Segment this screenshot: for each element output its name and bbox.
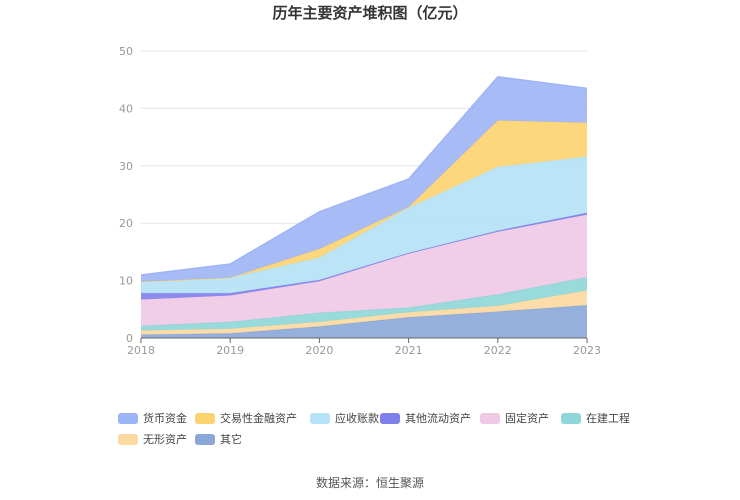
data-source-note: 数据来源：恒生聚源 xyxy=(315,476,424,490)
legend-swatch xyxy=(195,433,215,445)
y-tick-label: 30 xyxy=(119,160,133,173)
legend-item[interactable]: 应收账款 xyxy=(310,410,379,426)
x-tick-label: 2023 xyxy=(573,344,601,357)
series-line-货币资金 xyxy=(140,76,588,276)
legend-swatch xyxy=(118,412,138,424)
y-tick-label: 10 xyxy=(119,275,133,288)
legend-swatch xyxy=(195,412,215,424)
legend-item[interactable]: 交易性金融资产 xyxy=(195,410,297,426)
legend-item[interactable]: 其它 xyxy=(195,431,242,447)
legend-label: 其他流动资产 xyxy=(405,412,471,425)
chart-title: 历年主要资产堆积图（亿元） xyxy=(272,4,468,22)
legend-label: 交易性金融资产 xyxy=(220,412,297,425)
y-tick-label: 50 xyxy=(119,45,133,58)
y-tick-label: 20 xyxy=(119,217,133,230)
legend-swatch xyxy=(380,412,400,424)
x-tick-label: 2019 xyxy=(216,344,244,357)
legend-item[interactable]: 固定资产 xyxy=(480,410,549,426)
x-tick-label: 2021 xyxy=(395,344,423,357)
legend-item[interactable]: 无形资产 xyxy=(118,431,187,447)
legend-item[interactable]: 其他流动资产 xyxy=(380,410,471,426)
x-tick-label: 2018 xyxy=(127,344,155,357)
legend-item[interactable]: 在建工程 xyxy=(561,410,630,426)
legend-swatch xyxy=(561,412,581,424)
area-series-交易性金融资产 xyxy=(141,120,587,282)
x-tick-label: 2020 xyxy=(305,344,333,357)
x-tick-label: 2022 xyxy=(484,344,512,357)
y-tick-label: 0 xyxy=(126,332,133,345)
legend-label: 货币资金 xyxy=(143,412,187,425)
legend-label: 无形资产 xyxy=(143,433,187,446)
area-series-在建工程 xyxy=(141,277,587,331)
legend-label: 应收账款 xyxy=(335,412,379,425)
stacked-area-chart: 0 10 20 30 40 50 2018 2019 2020 2021 2022 2023 xyxy=(119,45,601,357)
legend-swatch xyxy=(118,433,138,445)
legend-label: 固定资产 xyxy=(505,412,549,425)
legend-label: 其它 xyxy=(220,433,242,446)
legend-item[interactable]: 货币资金 xyxy=(118,410,187,426)
area-series-应收账款 xyxy=(141,156,587,294)
legend-swatch xyxy=(310,412,330,424)
legend-swatch xyxy=(480,412,500,424)
y-tick-label: 40 xyxy=(119,102,133,115)
legend-label: 在建工程 xyxy=(586,412,630,425)
area-series-固定资产 xyxy=(141,214,587,326)
area-series-货币资金 xyxy=(141,76,587,282)
